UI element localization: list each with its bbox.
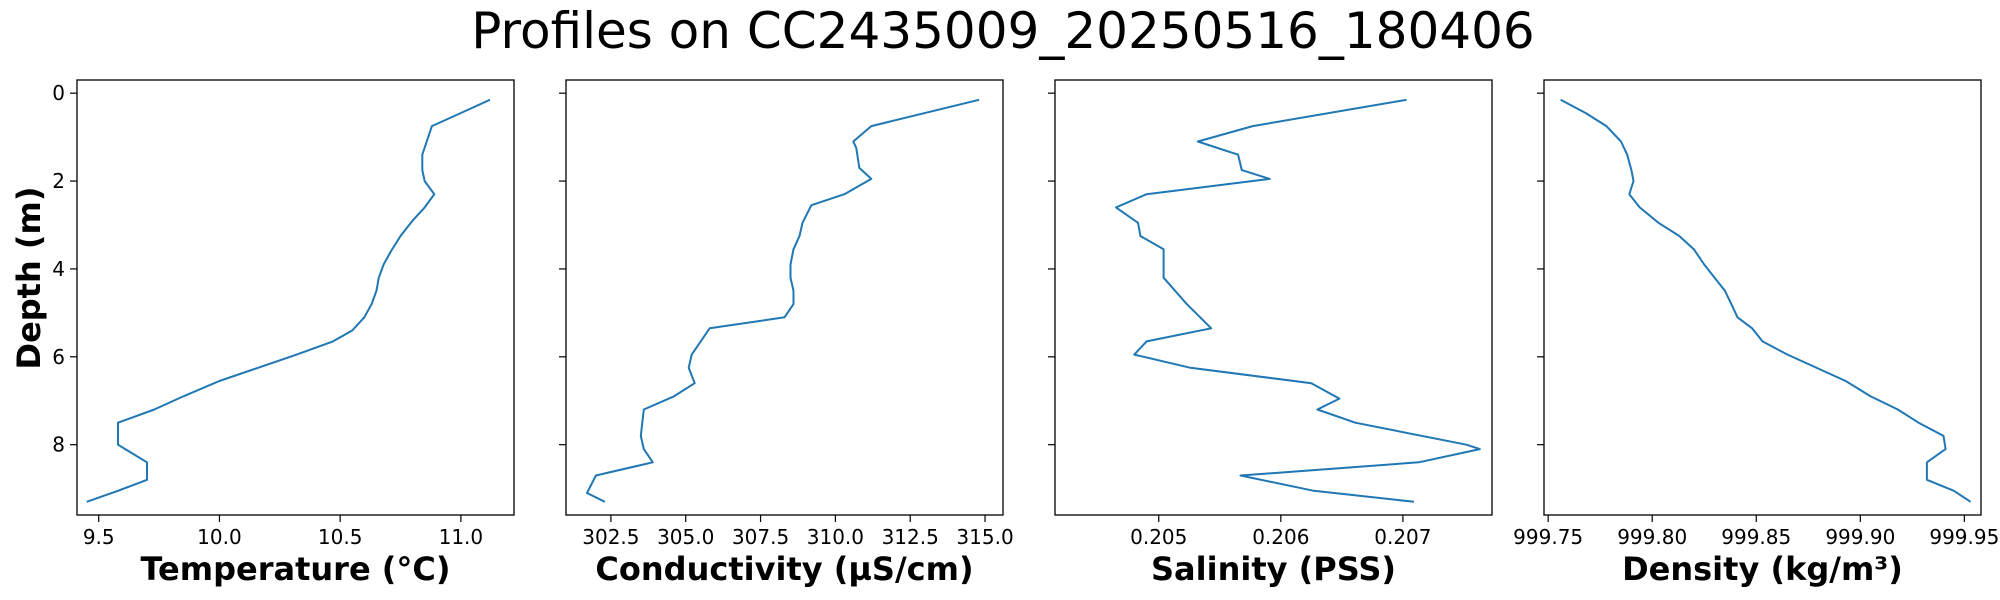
axes-frame bbox=[565, 79, 1004, 516]
x-tick-label: 10.0 bbox=[197, 525, 242, 549]
y-tick-label: 2 bbox=[52, 169, 65, 193]
depth-axis-label: Depth (m) bbox=[10, 187, 48, 370]
y-tick-label: 0 bbox=[52, 81, 65, 105]
x-tick-label: 11.0 bbox=[439, 525, 484, 549]
x-tick-label: 310.0 bbox=[807, 525, 864, 549]
x-tick-label: 999.80 bbox=[1617, 525, 1687, 549]
axes-frame bbox=[1054, 79, 1493, 516]
x-axis-label: Salinity (PSS) bbox=[1151, 550, 1396, 588]
x-tick-label: 9.5 bbox=[83, 525, 115, 549]
panel-2: 302.5 305.0 307.5 310.0 312.5 315.0Conductivi… bbox=[559, 79, 1014, 588]
x-tick-label: 312.5 bbox=[882, 525, 939, 549]
x-axis-label: Temperature (°C) bbox=[140, 550, 450, 588]
y-tick-label: 6 bbox=[52, 345, 65, 369]
y-tick-label: 8 bbox=[52, 433, 65, 457]
axes-frame bbox=[1543, 79, 1982, 516]
x-axis-label: Density (kg/m³) bbox=[1622, 550, 1903, 588]
figure-title: Profiles on CC2435009_20250516_180406 bbox=[471, 2, 1534, 60]
x-tick-label: 10.5 bbox=[318, 525, 363, 549]
x-tick-label: 302.5 bbox=[582, 525, 639, 549]
x-tick-label: 315.0 bbox=[956, 525, 1013, 549]
x-tick-label: 305.0 bbox=[657, 525, 714, 549]
x-tick-label: 307.5 bbox=[732, 525, 789, 549]
series-line-1 bbox=[86, 98, 491, 503]
y-tick-label: 4 bbox=[52, 257, 65, 281]
series-line-1 bbox=[1115, 98, 1481, 503]
panel-4: 999.75 999.80 999.85 999.90 999.95 Density (k… bbox=[1513, 79, 1999, 588]
x-tick-label: 0.206 bbox=[1252, 525, 1309, 549]
x-tick-label: 0.207 bbox=[1374, 525, 1431, 549]
series-line-1 bbox=[1560, 98, 1972, 503]
x-tick-label: 999.85 bbox=[1721, 525, 1791, 549]
x-tick-label: 0.205 bbox=[1130, 525, 1187, 549]
series-line-1 bbox=[586, 98, 980, 503]
x-tick-label: 999.75 bbox=[1513, 525, 1583, 549]
axes-frame bbox=[76, 79, 515, 516]
x-axis-label: Conductivity (µS/cm) bbox=[595, 550, 973, 588]
x-tick-label: 999.90 bbox=[1825, 525, 1895, 549]
x-tick-label: 999.95 bbox=[1929, 525, 1999, 549]
